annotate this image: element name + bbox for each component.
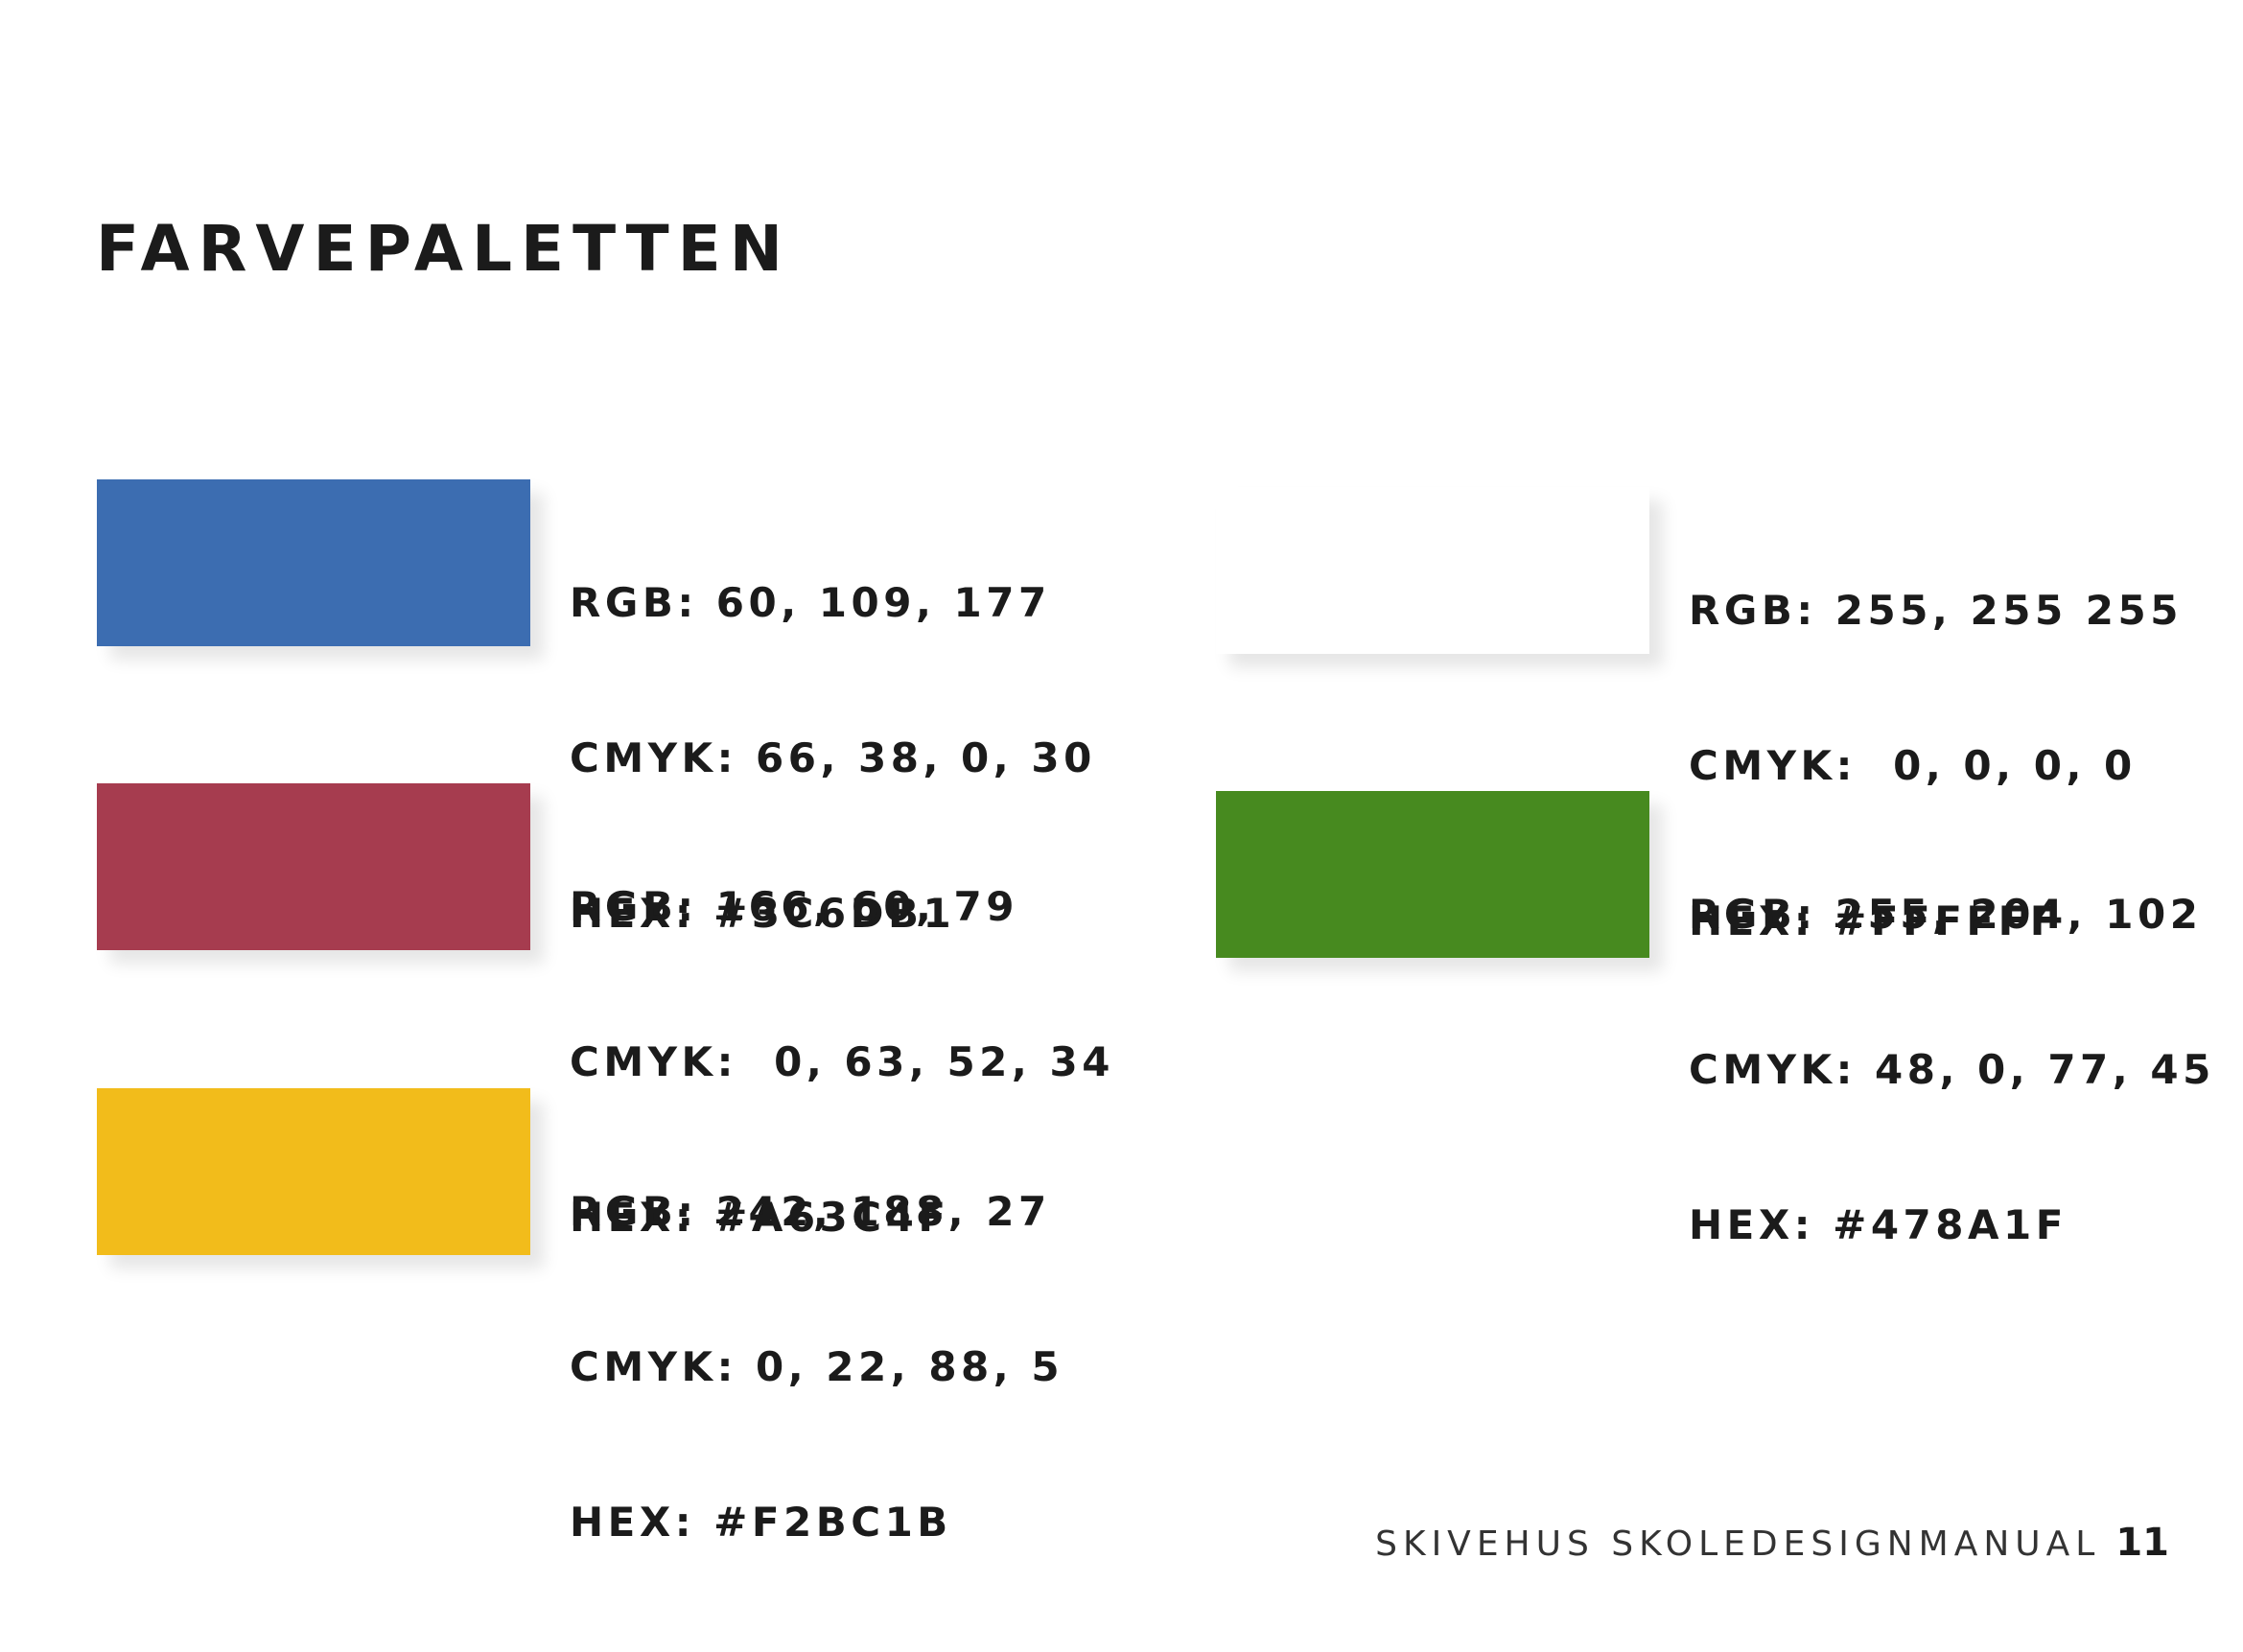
color-entry-blue: RGB: 60, 109, 177 CMYK: 66, 38, 0, 30 HE…: [97, 479, 1200, 937]
color-codes-green: RGB: 255, 204, 102 CMYK: 48, 0, 77, 45 H…: [1689, 785, 2215, 1355]
rgb-value: RGB: 242, 188, 27: [570, 1188, 1051, 1235]
color-swatch-red: [97, 783, 530, 950]
color-swatch-green: [1216, 791, 1649, 958]
hex-value: HEX: #478A1F: [1689, 1201, 2068, 1248]
color-entry-red: RGB: 166, 60, 79 CMYK: 0, 63, 52, 34 HEX…: [97, 783, 1200, 1241]
hex-value: HEX: #F2BC1B: [570, 1499, 952, 1546]
manual-title: SKIVEHUS SKOLEDESIGNMANUAL: [1375, 1524, 2101, 1564]
color-codes-yellow: RGB: 242, 188, 27 CMYK: 0, 22, 88, 5 HEX…: [570, 1082, 1063, 1652]
color-swatch-white: [1216, 487, 1649, 654]
color-entry-yellow: RGB: 242, 188, 27 CMYK: 0, 22, 88, 5 HEX…: [97, 1088, 1200, 1546]
color-swatch-yellow: [97, 1088, 530, 1255]
hex-value: HEX: #A63C4F: [570, 1194, 950, 1241]
cmyk-value: CMYK: 0, 0, 0, 0: [1689, 742, 2137, 789]
color-swatch-blue: [97, 479, 530, 646]
color-codes-blue: RGB: 60, 109, 177 CMYK: 66, 38, 0, 30 HE…: [570, 474, 1096, 1043]
page-footer: SKIVEHUS SKOLEDESIGNMANUAL 11: [1375, 1520, 2169, 1568]
cmyk-value: CMYK: 48, 0, 77, 45: [1689, 1046, 2215, 1093]
rgb-value: RGB: 255, 255 255: [1689, 587, 2183, 634]
color-entry-green: RGB: 255, 204, 102 CMYK: 48, 0, 77, 45 H…: [1216, 791, 2243, 1248]
cmyk-value: CMYK: 66, 38, 0, 30: [570, 734, 1096, 781]
rgb-value: RGB: 166, 60, 79: [570, 883, 1018, 930]
color-codes-red: RGB: 166, 60, 79 CMYK: 0, 63, 52, 34 HEX…: [570, 778, 1114, 1347]
page-title: FARVEPALETTEN: [96, 212, 791, 286]
hex-value: HEX: #3C6DB1: [570, 890, 956, 937]
page-number: 11: [2115, 1521, 2169, 1565]
rgb-value: RGB: 255, 204, 102: [1689, 891, 2203, 938]
hex-value: HEX: #FFFFFF: [1689, 897, 2062, 944]
rgb-value: RGB: 60, 109, 177: [570, 579, 1051, 626]
color-entry-white: RGB: 255, 255 255 CMYK: 0, 0, 0, 0 HEX: …: [1216, 487, 2243, 944]
cmyk-value: CMYK: 0, 22, 88, 5: [570, 1343, 1064, 1390]
cmyk-value: CMYK: 0, 63, 52, 34: [570, 1038, 1114, 1085]
color-codes-white: RGB: 255, 255 255 CMYK: 0, 0, 0, 0 HEX: …: [1689, 481, 2183, 1051]
